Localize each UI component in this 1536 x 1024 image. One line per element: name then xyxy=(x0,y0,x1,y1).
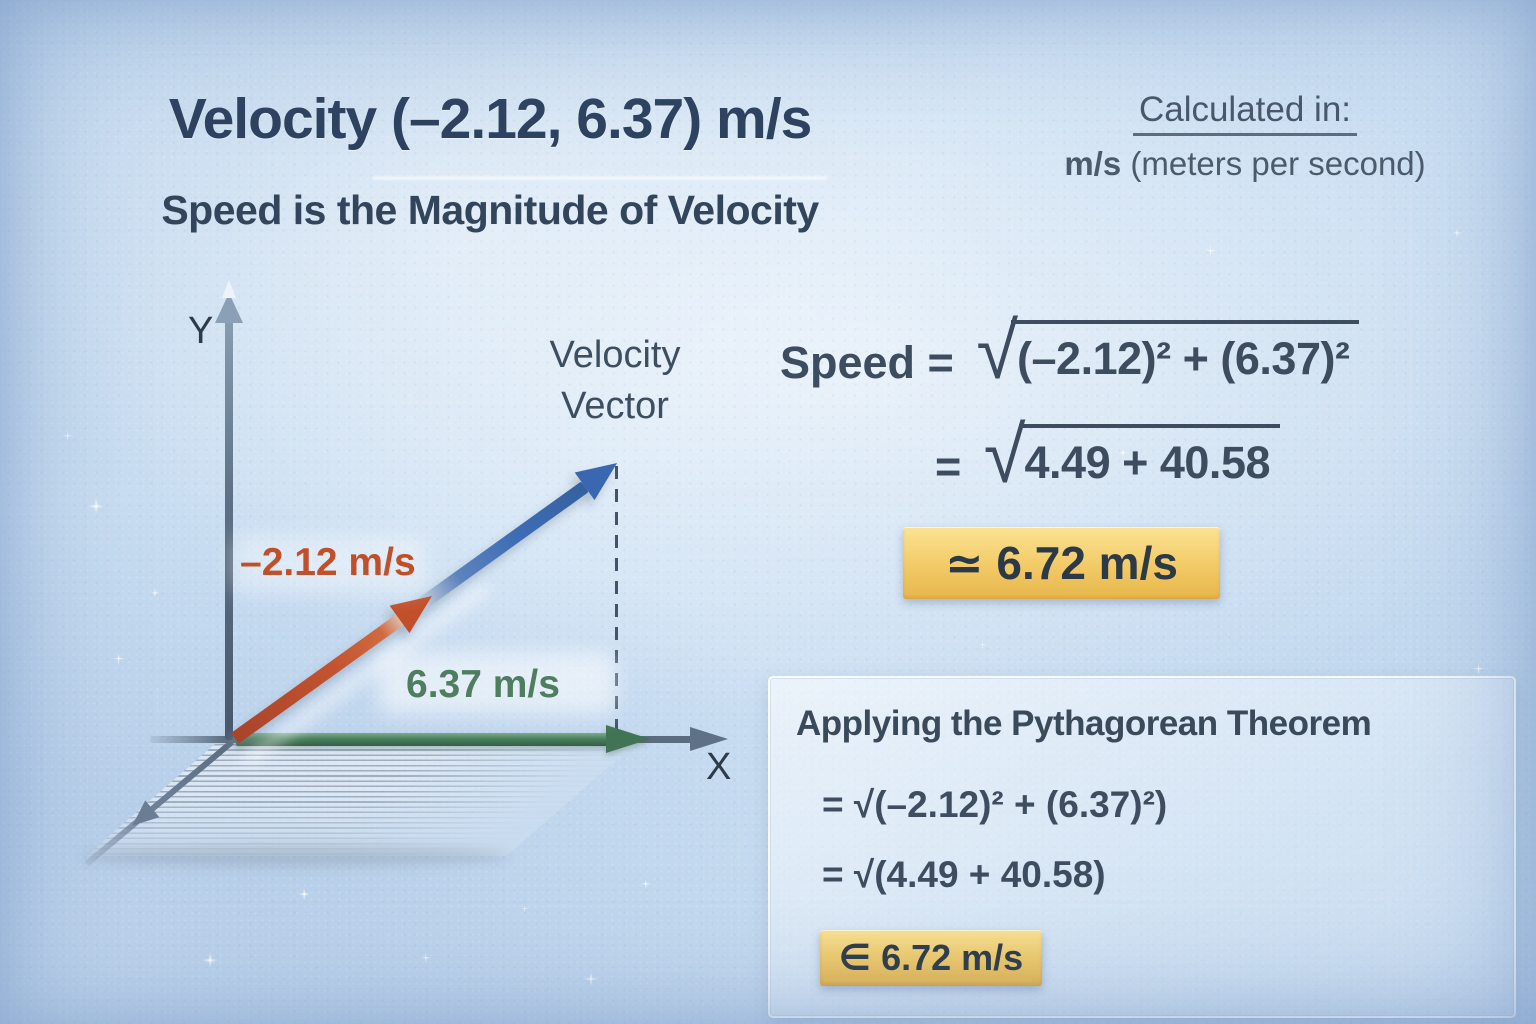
sparkle-icon xyxy=(62,430,73,441)
vector-label: Velocity Vector xyxy=(498,330,732,431)
pythagorean-panel: Applying the Pythagorean Theorem = √(–2.… xyxy=(768,676,1516,1018)
sparkle-icon xyxy=(584,972,598,986)
x-component-label-glow xyxy=(378,652,616,714)
sparkle-icon xyxy=(202,952,218,968)
sparkle-icon xyxy=(1452,228,1462,238)
pythagorean-result-badge: ∈ 6.72 m/s xyxy=(820,930,1042,986)
sparkle-icon xyxy=(88,498,104,514)
y-axis-arrowtip-icon xyxy=(222,280,236,298)
speed-formula-lead: Speed = xyxy=(780,337,967,388)
units-block: Calculated in: m/s (meters per second) xyxy=(1005,90,1485,183)
pythagorean-panel-title: Applying the Pythagorean Theorem xyxy=(796,704,1372,743)
pythagorean-line1: = √(–2.12)² + (6.37)²) xyxy=(822,784,1168,825)
sparkle-icon xyxy=(640,878,651,889)
speed-formula-line2-radicand: 4.49 + 40.58 xyxy=(1018,424,1280,489)
sparkle-icon xyxy=(1472,662,1485,675)
speed-formula-line2-lead: = xyxy=(935,441,974,492)
sparkle-icon xyxy=(1204,244,1217,257)
units-heading: Calculated in: xyxy=(1132,90,1358,136)
y-axis-arrowhead-icon xyxy=(215,293,243,323)
sparkle-icon xyxy=(978,640,987,649)
speed-result-badge: ≃ 6.72 m/s xyxy=(903,527,1220,599)
sparkle-icon xyxy=(112,652,125,665)
pythagorean-line2: = √(4.49 + 40.58) xyxy=(822,854,1106,895)
page-subtitle: Speed is the Magnitude of Velocity xyxy=(161,187,819,233)
title-underline xyxy=(372,176,828,180)
y-axis-label: Y xyxy=(188,310,214,352)
y-component-label: –2.12 m/s xyxy=(240,541,416,584)
x-component-label: 6.37 m/s xyxy=(406,663,560,706)
radical-sign-icon: √ xyxy=(983,411,1026,500)
ground-plane xyxy=(86,744,635,856)
page-title: Velocity (–2.12, 6.37) m/s xyxy=(168,87,813,151)
x-component-arrow xyxy=(236,725,650,753)
y-component-label-glow xyxy=(232,535,427,593)
x-component-arrowhead-icon xyxy=(606,725,650,753)
sparkle-icon xyxy=(420,952,431,963)
sparkle-icon xyxy=(298,888,310,900)
vector-label-line2: Vector xyxy=(561,384,669,427)
units-detail: (meters per second) xyxy=(1121,145,1426,182)
x-axis-arrowhead-icon xyxy=(690,727,728,751)
units-unit: m/s xyxy=(1064,145,1122,182)
sparkle-icon xyxy=(150,588,160,598)
radical-sign-icon: √ xyxy=(976,307,1019,396)
vector-label-line1: Velocity xyxy=(549,334,681,376)
y-axis xyxy=(225,306,233,740)
projection-dashed-line xyxy=(615,466,618,738)
x-axis-label: X xyxy=(706,746,732,788)
units-value: m/s (meters per second) xyxy=(1005,145,1485,183)
speed-formula-line2: = √ 4.49 + 40.58 xyxy=(935,411,1280,500)
speed-formula-radicand: (–2.12)² + (6.37)² xyxy=(1011,320,1360,385)
speed-formula-line1: Speed = √ (–2.12)² + (6.37)² xyxy=(780,307,1360,396)
sparkle-icon xyxy=(520,904,529,913)
ground-shadow xyxy=(80,846,510,866)
x-component-arrow-shaft xyxy=(236,733,608,746)
